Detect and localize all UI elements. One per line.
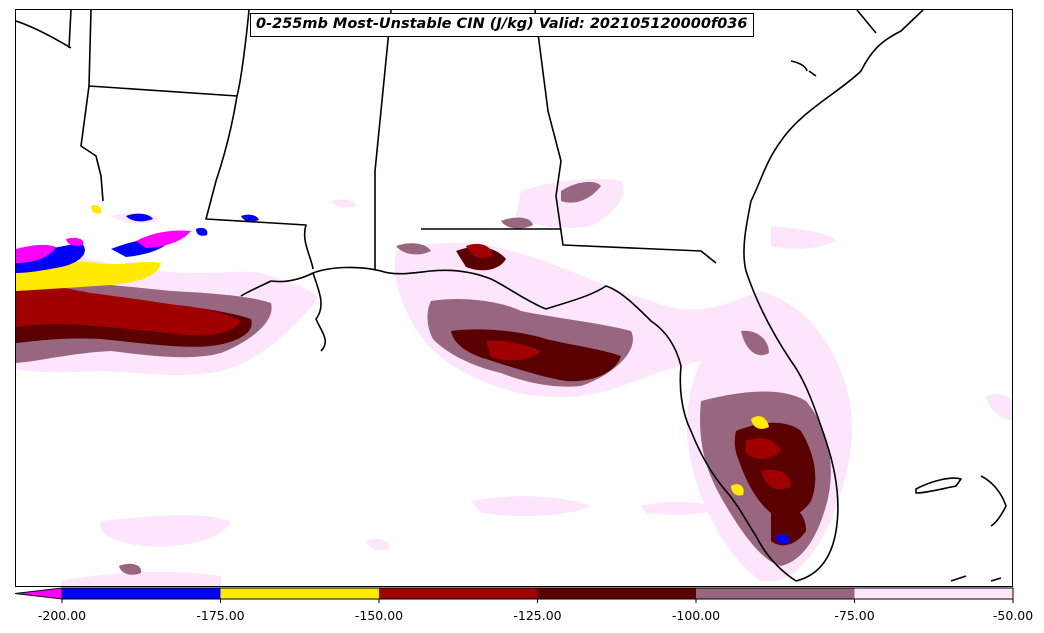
colorbar-bin-2 — [379, 588, 538, 599]
colorbar-tick-label: -150.00 — [354, 608, 404, 623]
colorbar-bin-1 — [220, 588, 379, 599]
map-title: 0-255mb Most-Unstable CIN (J/kg) Valid: … — [250, 13, 754, 37]
cin-shading-yellow — [16, 204, 769, 496]
colorbar-tick-label: -125.00 — [513, 608, 562, 623]
colorbar-under-extension — [14, 587, 63, 600]
colorbar-bin-0 — [62, 588, 221, 599]
colorbar-tick-label: -50.00 — [992, 608, 1034, 623]
colorbar-bin-3 — [537, 588, 696, 599]
coastlines-and-borders — [16, 10, 1007, 582]
map-panel — [15, 9, 1013, 587]
cin-shading-red — [16, 243, 791, 490]
colorbar-tick-label: -75.00 — [834, 608, 875, 623]
colorbar-bin-4 — [696, 588, 855, 599]
colorbar-bin-5 — [854, 588, 1013, 599]
colorbar-bins — [14, 587, 1013, 600]
colorbar-tick-label: -200.00 — [37, 608, 87, 623]
map-canvas — [16, 10, 1012, 586]
cin-shading-magenta — [16, 230, 191, 263]
colorbar-tick-label: -100.00 — [671, 608, 721, 623]
colorbar — [14, 587, 1014, 603]
colorbar-tick-label: -175.00 — [196, 608, 245, 623]
colorbar-ticks — [61, 599, 1014, 603]
